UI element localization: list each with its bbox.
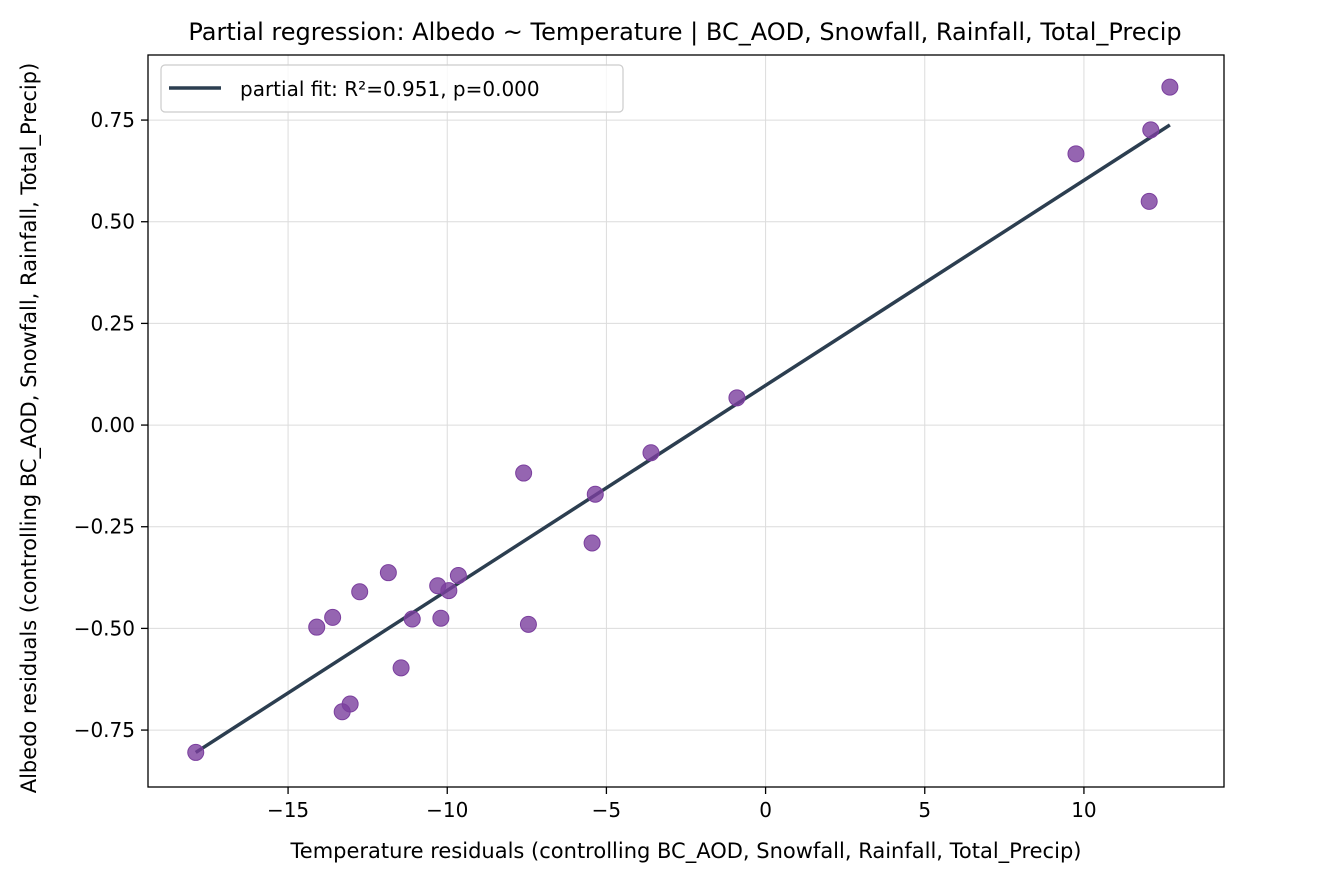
- x-tick-label: −10: [426, 798, 468, 822]
- legend-box: [160, 64, 624, 113]
- scatter-point: [1161, 78, 1179, 96]
- scatter-point: [1067, 145, 1085, 163]
- scatter-point: [403, 610, 421, 628]
- scatter-point: [586, 485, 604, 503]
- scatter-point: [187, 743, 205, 761]
- x-tick-label: −15: [267, 798, 309, 822]
- chart-title: Partial regression: Albedo ~ Temperature…: [188, 18, 1181, 46]
- scatter-point: [642, 444, 660, 462]
- scatter-point: [432, 609, 450, 627]
- x-tick-label: −5: [592, 798, 621, 822]
- x-tick-label: 5: [918, 798, 931, 822]
- scatter-point: [519, 615, 537, 633]
- y-tick-label: 0.75: [90, 108, 135, 132]
- x-tick-label: 0: [759, 798, 772, 822]
- y-tick-label: −0.25: [74, 515, 135, 539]
- scatter-point: [728, 389, 746, 407]
- scatter-points: [187, 78, 1179, 761]
- y-tick-label: 0.00: [90, 413, 135, 437]
- y-tick-label: 0.25: [90, 311, 135, 335]
- fit-line-layer: [194, 123, 1171, 754]
- y-axis-label: Albedo residuals (controlling BC_AOD, Sn…: [17, 63, 42, 794]
- plot-area-frame: [147, 54, 1225, 788]
- scatter-point: [440, 582, 458, 600]
- scatter-point: [324, 608, 342, 626]
- scatter-point: [1140, 192, 1158, 210]
- scatter-point: [351, 583, 369, 601]
- scatter-point: [341, 695, 359, 713]
- legend: partial fit: R²=0.951, p=0.000: [160, 64, 624, 113]
- scatter-point: [308, 618, 326, 636]
- x-axis-label: Temperature residuals (controlling BC_AO…: [290, 839, 1082, 864]
- scatter-point: [392, 659, 410, 677]
- grid-lines: [148, 55, 1224, 787]
- y-tick-label: −0.50: [74, 616, 135, 640]
- scatter-point: [379, 564, 397, 582]
- scatter-point: [1142, 121, 1160, 139]
- x-tick-label: 10: [1071, 798, 1096, 822]
- scatter-point: [515, 464, 533, 482]
- scatter-point: [449, 567, 467, 585]
- y-tick-label: −0.75: [74, 718, 135, 742]
- y-axis-ticks: −0.75 −0.50 −0.25 0.00 0.25 0.50 0.75: [74, 108, 148, 742]
- scatter-point: [583, 534, 601, 552]
- partial-fit-line: [194, 123, 1171, 754]
- legend-fit-label: partial fit: R²=0.951, p=0.000: [240, 77, 540, 101]
- y-tick-label: 0.50: [90, 210, 135, 234]
- x-axis-ticks: −15 −10 −5 0 5 10: [267, 787, 1097, 822]
